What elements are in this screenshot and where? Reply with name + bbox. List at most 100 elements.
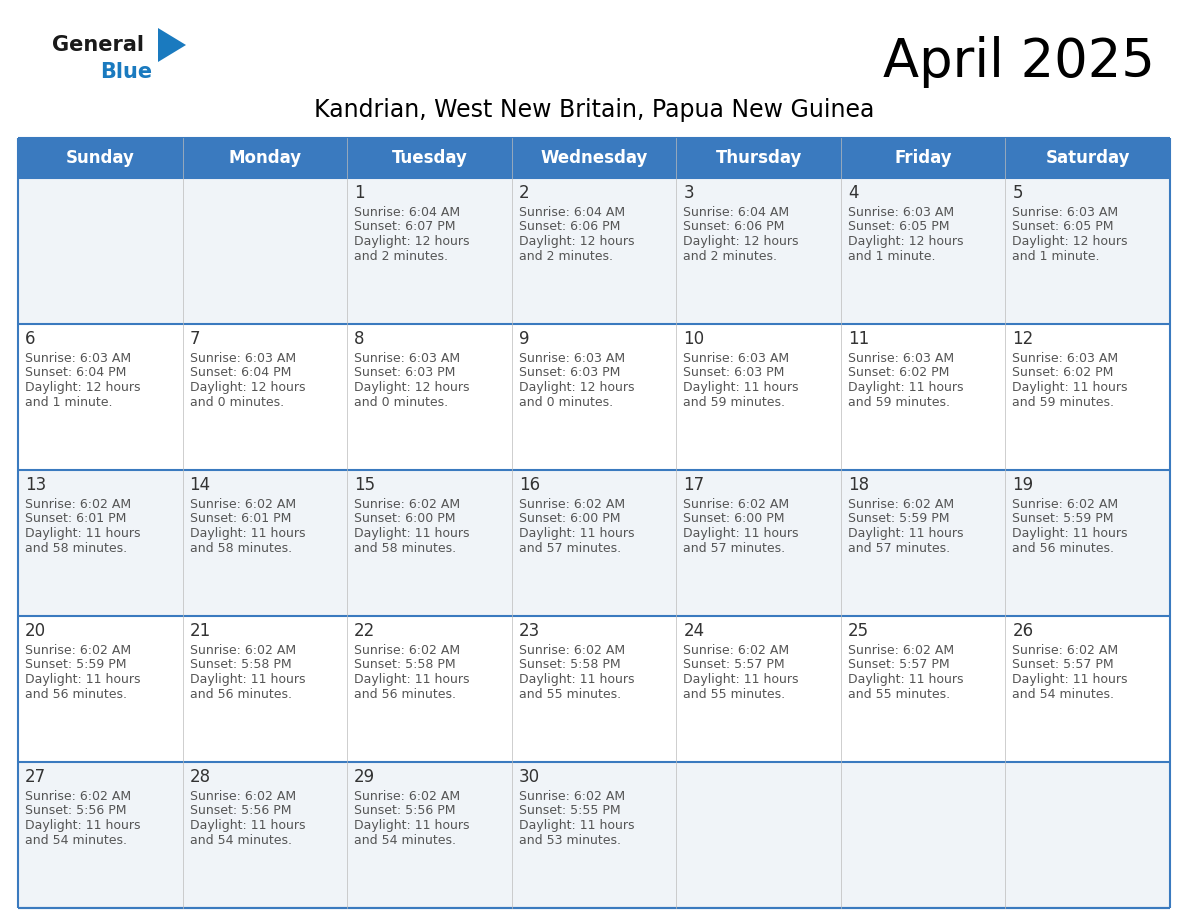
Bar (183, 616, 347, 762)
Text: Saturday: Saturday (1045, 149, 1130, 167)
Text: Sunset: 5:57 PM: Sunset: 5:57 PM (1012, 658, 1114, 671)
Text: Sunset: 5:58 PM: Sunset: 5:58 PM (190, 658, 291, 671)
Text: Daylight: 11 hours: Daylight: 11 hours (354, 673, 469, 686)
Bar (841, 762, 1005, 908)
Text: Sunrise: 6:02 AM: Sunrise: 6:02 AM (683, 644, 789, 657)
Text: Sunrise: 6:03 AM: Sunrise: 6:03 AM (1012, 206, 1119, 219)
Bar (183, 470, 347, 616)
Text: Daylight: 11 hours: Daylight: 11 hours (683, 381, 798, 394)
Text: 26: 26 (1012, 622, 1034, 640)
Text: Daylight: 12 hours: Daylight: 12 hours (683, 235, 798, 248)
Text: 3: 3 (683, 184, 694, 202)
Text: Sunset: 5:57 PM: Sunset: 5:57 PM (683, 658, 785, 671)
Text: Sunset: 6:01 PM: Sunset: 6:01 PM (190, 512, 291, 525)
Bar (676, 178, 841, 324)
Text: Sunrise: 6:02 AM: Sunrise: 6:02 AM (519, 644, 625, 657)
Text: Daylight: 11 hours: Daylight: 11 hours (1012, 527, 1127, 540)
Text: Sunrise: 6:02 AM: Sunrise: 6:02 AM (354, 498, 460, 511)
Text: Sunrise: 6:04 AM: Sunrise: 6:04 AM (354, 206, 460, 219)
Text: 29: 29 (354, 768, 375, 786)
Text: 1: 1 (354, 184, 365, 202)
Text: Daylight: 11 hours: Daylight: 11 hours (848, 527, 963, 540)
Text: and 1 minute.: and 1 minute. (25, 396, 113, 409)
Bar (18, 178, 183, 324)
Text: Daylight: 11 hours: Daylight: 11 hours (25, 673, 140, 686)
Bar (512, 324, 676, 470)
Bar (1005, 324, 1170, 470)
Text: 17: 17 (683, 476, 704, 494)
Bar (347, 762, 512, 908)
Text: and 56 minutes.: and 56 minutes. (354, 688, 456, 700)
Text: Sunrise: 6:04 AM: Sunrise: 6:04 AM (519, 206, 625, 219)
Bar (1005, 470, 1170, 616)
Text: and 57 minutes.: and 57 minutes. (683, 542, 785, 554)
Text: Sunrise: 6:02 AM: Sunrise: 6:02 AM (354, 790, 460, 803)
Text: 28: 28 (190, 768, 210, 786)
Text: Sunrise: 6:03 AM: Sunrise: 6:03 AM (519, 352, 625, 365)
Text: Daylight: 11 hours: Daylight: 11 hours (683, 527, 798, 540)
Text: and 57 minutes.: and 57 minutes. (519, 542, 621, 554)
Text: Sunset: 6:03 PM: Sunset: 6:03 PM (683, 366, 784, 379)
Bar (676, 470, 841, 616)
Bar (347, 178, 512, 324)
Text: 22: 22 (354, 622, 375, 640)
Text: 20: 20 (25, 622, 46, 640)
Text: Sunrise: 6:02 AM: Sunrise: 6:02 AM (519, 790, 625, 803)
Text: Sunset: 6:01 PM: Sunset: 6:01 PM (25, 512, 126, 525)
Text: Sunrise: 6:02 AM: Sunrise: 6:02 AM (1012, 644, 1119, 657)
Text: and 54 minutes.: and 54 minutes. (1012, 688, 1114, 700)
Text: 24: 24 (683, 622, 704, 640)
Bar (841, 178, 1005, 324)
Text: Sunrise: 6:02 AM: Sunrise: 6:02 AM (683, 498, 789, 511)
Text: Sunset: 6:05 PM: Sunset: 6:05 PM (848, 220, 949, 233)
Text: 14: 14 (190, 476, 210, 494)
Bar (18, 616, 183, 762)
Bar (1005, 178, 1170, 324)
Text: and 2 minutes.: and 2 minutes. (683, 250, 777, 263)
Text: Sunrise: 6:02 AM: Sunrise: 6:02 AM (1012, 498, 1119, 511)
Text: Sunset: 5:55 PM: Sunset: 5:55 PM (519, 804, 620, 818)
Text: Daylight: 11 hours: Daylight: 11 hours (519, 527, 634, 540)
Bar (183, 324, 347, 470)
Bar (18, 470, 183, 616)
Bar (676, 138, 841, 178)
Text: 30: 30 (519, 768, 539, 786)
Text: 5: 5 (1012, 184, 1023, 202)
Text: Sunset: 6:03 PM: Sunset: 6:03 PM (519, 366, 620, 379)
Text: Sunset: 5:59 PM: Sunset: 5:59 PM (25, 658, 126, 671)
Text: 4: 4 (848, 184, 859, 202)
Text: Sunrise: 6:02 AM: Sunrise: 6:02 AM (25, 498, 131, 511)
Text: Daylight: 12 hours: Daylight: 12 hours (354, 381, 469, 394)
Text: Daylight: 11 hours: Daylight: 11 hours (354, 527, 469, 540)
Text: Daylight: 12 hours: Daylight: 12 hours (848, 235, 963, 248)
Text: Sunrise: 6:02 AM: Sunrise: 6:02 AM (190, 790, 296, 803)
Text: and 0 minutes.: and 0 minutes. (190, 396, 284, 409)
Bar (512, 470, 676, 616)
Text: Sunrise: 6:03 AM: Sunrise: 6:03 AM (1012, 352, 1119, 365)
Text: Sunset: 5:59 PM: Sunset: 5:59 PM (848, 512, 949, 525)
Text: Sunset: 6:00 PM: Sunset: 6:00 PM (683, 512, 785, 525)
Text: Sunrise: 6:04 AM: Sunrise: 6:04 AM (683, 206, 789, 219)
Text: Daylight: 11 hours: Daylight: 11 hours (1012, 381, 1127, 394)
Text: and 56 minutes.: and 56 minutes. (190, 688, 291, 700)
Bar (183, 762, 347, 908)
Bar (841, 324, 1005, 470)
Bar (676, 762, 841, 908)
Text: and 2 minutes.: and 2 minutes. (354, 250, 448, 263)
Text: and 1 minute.: and 1 minute. (1012, 250, 1100, 263)
Bar (512, 178, 676, 324)
Text: and 58 minutes.: and 58 minutes. (25, 542, 127, 554)
Text: 27: 27 (25, 768, 46, 786)
Text: 21: 21 (190, 622, 210, 640)
Text: Sunset: 6:04 PM: Sunset: 6:04 PM (25, 366, 126, 379)
Text: Sunset: 6:07 PM: Sunset: 6:07 PM (354, 220, 456, 233)
Text: Daylight: 11 hours: Daylight: 11 hours (25, 819, 140, 832)
Text: Monday: Monday (228, 149, 302, 167)
Text: Daylight: 11 hours: Daylight: 11 hours (848, 381, 963, 394)
Text: and 59 minutes.: and 59 minutes. (683, 396, 785, 409)
Text: and 55 minutes.: and 55 minutes. (519, 688, 621, 700)
Text: Sunrise: 6:02 AM: Sunrise: 6:02 AM (354, 644, 460, 657)
Bar (183, 138, 347, 178)
Bar (347, 324, 512, 470)
Text: Sunset: 5:58 PM: Sunset: 5:58 PM (519, 658, 620, 671)
